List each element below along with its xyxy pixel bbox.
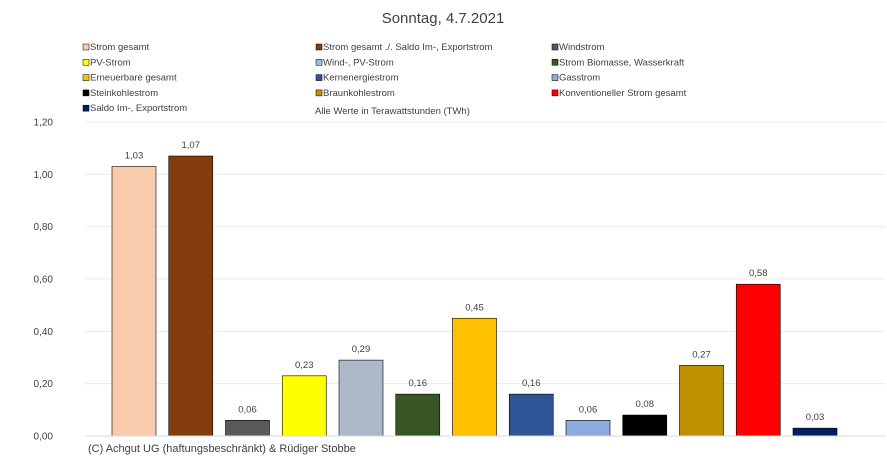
data-label: 1,03 [125,150,144,161]
legend-swatch [82,59,90,66]
bar [565,419,611,437]
bar [508,393,554,437]
bar [452,317,497,437]
legend-swatch [551,89,559,97]
legend-swatch [82,104,90,112]
y-tick-label: 0,20 [34,379,54,390]
legend-swatch [551,43,559,51]
bar [622,414,668,437]
chart-title: Sonntag, 4.7.2021 [382,10,505,27]
legend-entry: Kernenergiestrom [323,73,399,84]
legend-entry: Gasstrom [559,73,600,84]
data-label: 0,08 [636,399,655,410]
data-label: 0,23 [295,360,314,371]
bar [395,393,441,437]
legend-entry: Windstrom [559,42,604,53]
chart-footer: (C) Achgut UG (haftungsbeschränkt) & Rüd… [88,443,356,455]
legend-swatch [315,43,323,51]
bar [792,427,838,437]
legend-swatch [315,89,323,97]
y-tick-label: 1,20 [34,118,54,129]
data-label: 0,03 [806,412,825,423]
y-tick-label: 0,40 [34,327,54,338]
legend-entry: Erneuerbare gesamt [90,73,177,84]
legend-entry: Saldo Im-, Exportstrom [90,103,187,114]
y-tick-label: 0,80 [34,222,54,233]
legend-swatch [315,59,323,66]
bar [735,283,781,437]
legend-entry: Strom gesamt [90,42,149,53]
legend-swatch [82,74,90,81]
legend-swatch [315,74,323,81]
bar [225,419,270,437]
bar [281,375,327,437]
data-label: 0,58 [749,268,768,279]
data-label: 1,07 [182,140,201,151]
legend-entry: Strom Biomasse, Wasserkraft [559,57,685,68]
legend-entry: Steinkohlestrom [90,88,158,99]
data-label: 0,45 [465,302,484,313]
legend-entry: PV-Strom [90,57,131,68]
data-label: 0,16 [409,378,428,389]
bars: 1,03 1,07 0,06 0,23 0,29 0,16 0,45 0,16 0,06 0,08… [111,140,838,437]
legend-entry: Wind-, PV-Strom [323,57,394,68]
data-label: 0,27 [692,349,711,360]
data-label: 0,06 [579,404,598,415]
legend-entry: Strom gesamt ./. Saldo Im-, Exportstrom [323,42,493,53]
legend-entry: Konventioneller Strom gesamt [559,88,687,99]
legend-swatch [551,59,559,66]
legend-swatch [551,74,559,81]
legend: Strom gesamt Strom gesamt ./. Saldo Im-, … [82,42,687,114]
legend-swatch [82,89,90,97]
bar [111,166,157,437]
data-label: 0,29 [352,344,371,355]
legend-entry: Braunkohlestrom [323,88,395,99]
y-tick-label: 1,00 [34,170,54,181]
y-tick-label: 0,60 [34,275,54,286]
data-label: 0,06 [238,404,257,415]
chart-annotation: Alle Werte in Terawattstunden (TWh) [315,106,470,117]
legend-swatch [82,43,90,51]
bar [338,359,384,437]
bar [168,155,214,437]
bar [679,365,724,437]
data-label: 0,16 [522,378,541,389]
y-tick-label: 0,00 [34,432,54,443]
